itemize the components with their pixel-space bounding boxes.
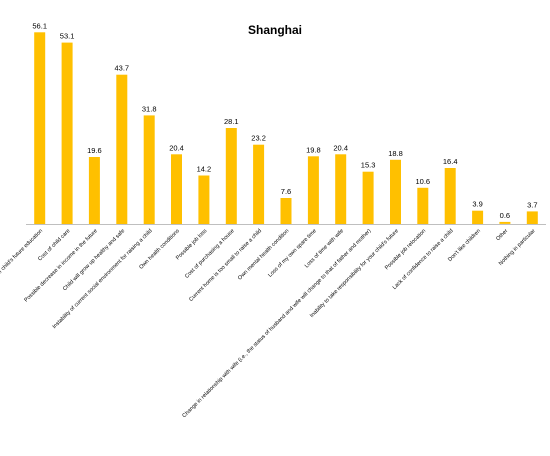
bar	[472, 210, 484, 224]
bar	[362, 171, 374, 224]
bar	[307, 156, 319, 224]
data-label: 20.4	[333, 143, 348, 152]
data-label: 14.2	[197, 165, 212, 174]
category-label: Lack of confidence to raise a child	[392, 228, 455, 291]
data-label: 28.1	[224, 117, 239, 126]
bar	[61, 42, 73, 224]
data-label: 53.1	[60, 32, 75, 41]
bar	[417, 187, 429, 224]
data-label: 19.8	[306, 145, 321, 154]
data-label: 20.4	[169, 143, 184, 152]
data-label: 3.9	[472, 200, 482, 209]
data-label: 15.3	[361, 161, 376, 170]
bar	[526, 211, 538, 224]
bar	[280, 198, 292, 224]
category-label: Cost of purchasing a house	[184, 228, 236, 280]
data-label: 3.7	[527, 200, 537, 209]
data-label: 19.6	[87, 146, 102, 155]
category-label: Own mental health condition	[237, 228, 290, 281]
data-label: 16.4	[443, 157, 458, 166]
data-label: 18.8	[388, 149, 403, 158]
data-label: 10.6	[415, 177, 430, 186]
bar	[444, 168, 456, 224]
bar	[198, 175, 210, 224]
category-label: Loss of my own spare time	[267, 228, 318, 279]
data-label: 43.7	[114, 64, 129, 73]
data-label: 7.6	[281, 187, 291, 196]
bar	[499, 221, 511, 224]
bar	[171, 154, 182, 224]
chart-title: Shanghai	[248, 23, 302, 37]
bar	[116, 74, 128, 224]
data-label: 56.1	[32, 21, 47, 30]
bar	[34, 32, 46, 224]
data-label: 23.2	[251, 134, 266, 143]
bar	[253, 144, 265, 224]
bar	[390, 159, 401, 224]
category-label: Instability of current social environmen…	[52, 228, 154, 330]
category-label: Other	[495, 228, 509, 242]
bar	[335, 154, 347, 224]
bar	[88, 157, 100, 224]
data-label: 0.6	[500, 211, 510, 220]
bar	[143, 115, 155, 224]
bar	[225, 128, 237, 224]
data-label: 31.8	[142, 104, 157, 113]
